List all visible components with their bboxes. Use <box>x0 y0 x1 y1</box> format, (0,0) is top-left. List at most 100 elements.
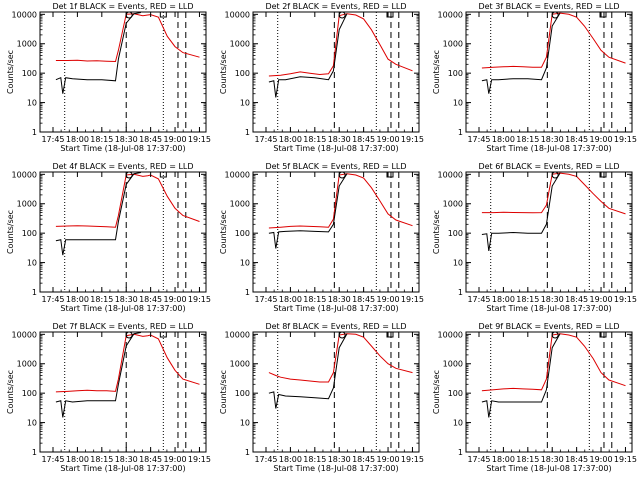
x-tick-label: 18:45 <box>352 455 375 464</box>
x-axis-label: Start Time (18-Jul-08 17:37:00) <box>486 144 611 153</box>
plot-frame <box>39 171 207 293</box>
panel-title: Det 6f BLACK = Events, RED = LLD <box>478 162 619 171</box>
y-tick-label: 10000 <box>12 330 37 339</box>
y-tick-label: 1000 <box>230 200 250 209</box>
y-tick-label: 1000 <box>443 200 463 209</box>
x-tick-label: 19:15 <box>401 295 424 304</box>
events-series-line <box>481 333 561 418</box>
y-tick-label: 1 <box>245 288 250 297</box>
y-tick-label: 1000 <box>443 360 463 369</box>
y-tick-label: 100 <box>235 389 250 398</box>
x-tick-label: 18:00 <box>66 455 89 464</box>
x-tick-label: 18:15 <box>516 455 539 464</box>
x-tick-label: 18:15 <box>90 455 113 464</box>
x-tick-label: 19:00 <box>164 455 187 464</box>
y-tick-label: 1000 <box>17 40 37 49</box>
x-tick-label: 18:30 <box>115 455 138 464</box>
y-axis-label: Counts/sec <box>219 210 228 254</box>
y-axis-label: Counts/sec <box>6 50 15 94</box>
x-tick-label: 18:45 <box>139 455 162 464</box>
x-tick-label: 18:45 <box>352 295 375 304</box>
panel-title: Det 5f BLACK = Events, RED = LLD <box>265 162 406 171</box>
lld-series-line <box>268 173 413 229</box>
y-tick-label: 1 <box>32 448 37 457</box>
plot-frame <box>252 171 420 293</box>
events-series-line <box>55 332 141 418</box>
detector-panel-9: Det 9f BLACK = Events, RED = LLD 1 10 100 10… <box>432 322 637 473</box>
circle-marker <box>125 11 133 19</box>
x-axis-label: Start Time (18-Jul-08 17:37:00) <box>486 464 611 473</box>
x-tick-label: 17:45 <box>41 295 64 304</box>
y-axis-label: Counts/sec <box>432 370 441 414</box>
x-tick-label: 18:00 <box>492 295 515 304</box>
y-tick-label: 1 <box>245 128 250 137</box>
x-tick-label: 17:45 <box>254 135 277 144</box>
x-tick-label: 19:00 <box>590 455 613 464</box>
x-axis-label: Start Time (18-Jul-08 17:37:00) <box>486 304 611 313</box>
y-tick-label: 100 <box>235 69 250 78</box>
x-tick-label: 19:00 <box>377 135 400 144</box>
circle-marker <box>551 11 559 19</box>
x-tick-label: 18:30 <box>115 295 138 304</box>
y-tick-label: 100 <box>448 69 463 78</box>
x-tick-label: 18:45 <box>565 135 588 144</box>
x-tick-label: 18:45 <box>352 135 375 144</box>
panel-title: Det 3f BLACK = Events, RED = LLD <box>478 2 619 11</box>
y-tick-label: 1 <box>245 448 250 457</box>
y-tick-label: 10000 <box>225 330 250 339</box>
x-tick-label: 18:00 <box>492 135 515 144</box>
plot-frame <box>39 11 207 133</box>
y-tick-label: 100 <box>448 389 463 398</box>
y-tick-label: 1 <box>32 128 37 137</box>
x-axis-label: Start Time (18-Jul-08 17:37:00) <box>273 144 398 153</box>
detector-panel-2: Det 2f BLACK = Events, RED = LLD 1 10 100 10… <box>219 2 424 153</box>
x-tick-label: 18:00 <box>66 295 89 304</box>
y-tick-label: 1 <box>32 288 37 297</box>
x-tick-label: 18:30 <box>328 135 351 144</box>
x-axis-label: Start Time (18-Jul-08 17:37:00) <box>273 304 398 313</box>
y-tick-label: 10000 <box>12 170 37 179</box>
y-tick-label: 1000 <box>17 200 37 209</box>
events-series-line <box>481 172 561 251</box>
x-tick-label: 18:30 <box>328 455 351 464</box>
y-tick-label: 1000 <box>443 40 463 49</box>
x-tick-label: 18:45 <box>565 295 588 304</box>
y-tick-label: 100 <box>235 229 250 238</box>
panel-title: Det 8f BLACK = Events, RED = LLD <box>265 322 406 331</box>
x-tick-label: 19:00 <box>377 455 400 464</box>
y-tick-label: 10 <box>453 259 463 268</box>
y-tick-label: 10000 <box>12 10 37 19</box>
y-tick-label: 10 <box>27 419 37 428</box>
lld-series-line <box>55 173 200 228</box>
y-axis-label: Counts/sec <box>219 50 228 94</box>
detector-panel-3: Det 3f BLACK = Events, RED = LLD 1 10 100 10… <box>432 2 637 153</box>
x-tick-label: 18:00 <box>279 295 302 304</box>
plot-frame <box>252 331 420 453</box>
x-tick-label: 18:00 <box>279 135 302 144</box>
y-tick-label: 1 <box>458 288 463 297</box>
y-tick-label: 100 <box>22 69 37 78</box>
x-tick-label: 18:15 <box>303 295 326 304</box>
panel-title: Det 1f BLACK = Events, RED = LLD <box>52 2 193 11</box>
x-tick-label: 18:45 <box>565 455 588 464</box>
y-tick-label: 100 <box>22 229 37 238</box>
panel-title: Det 7f BLACK = Events, RED = LLD <box>52 322 193 331</box>
detector-panel-4: Det 4f BLACK = Events, RED = LLD 1 10 100 10… <box>6 162 211 313</box>
y-tick-label: 10 <box>240 259 250 268</box>
panel-title: Det 4f BLACK = Events, RED = LLD <box>52 162 193 171</box>
x-tick-label: 18:00 <box>492 455 515 464</box>
plot-frame <box>465 331 633 453</box>
y-tick-label: 10000 <box>438 10 463 19</box>
x-axis-label: Start Time (18-Jul-08 17:37:00) <box>60 144 185 153</box>
y-tick-label: 10 <box>453 99 463 108</box>
x-tick-label: 19:00 <box>590 135 613 144</box>
detector-panel-7: Det 7f BLACK = Events, RED = LLD 1 10 100 10… <box>6 322 211 473</box>
y-tick-label: 10000 <box>225 170 250 179</box>
y-tick-label: 10 <box>27 259 37 268</box>
x-tick-label: 19:15 <box>614 455 637 464</box>
x-axis-label: Start Time (18-Jul-08 17:37:00) <box>60 464 185 473</box>
events-series-line <box>481 12 561 94</box>
x-tick-label: 17:45 <box>254 295 277 304</box>
x-tick-label: 18:30 <box>328 295 351 304</box>
